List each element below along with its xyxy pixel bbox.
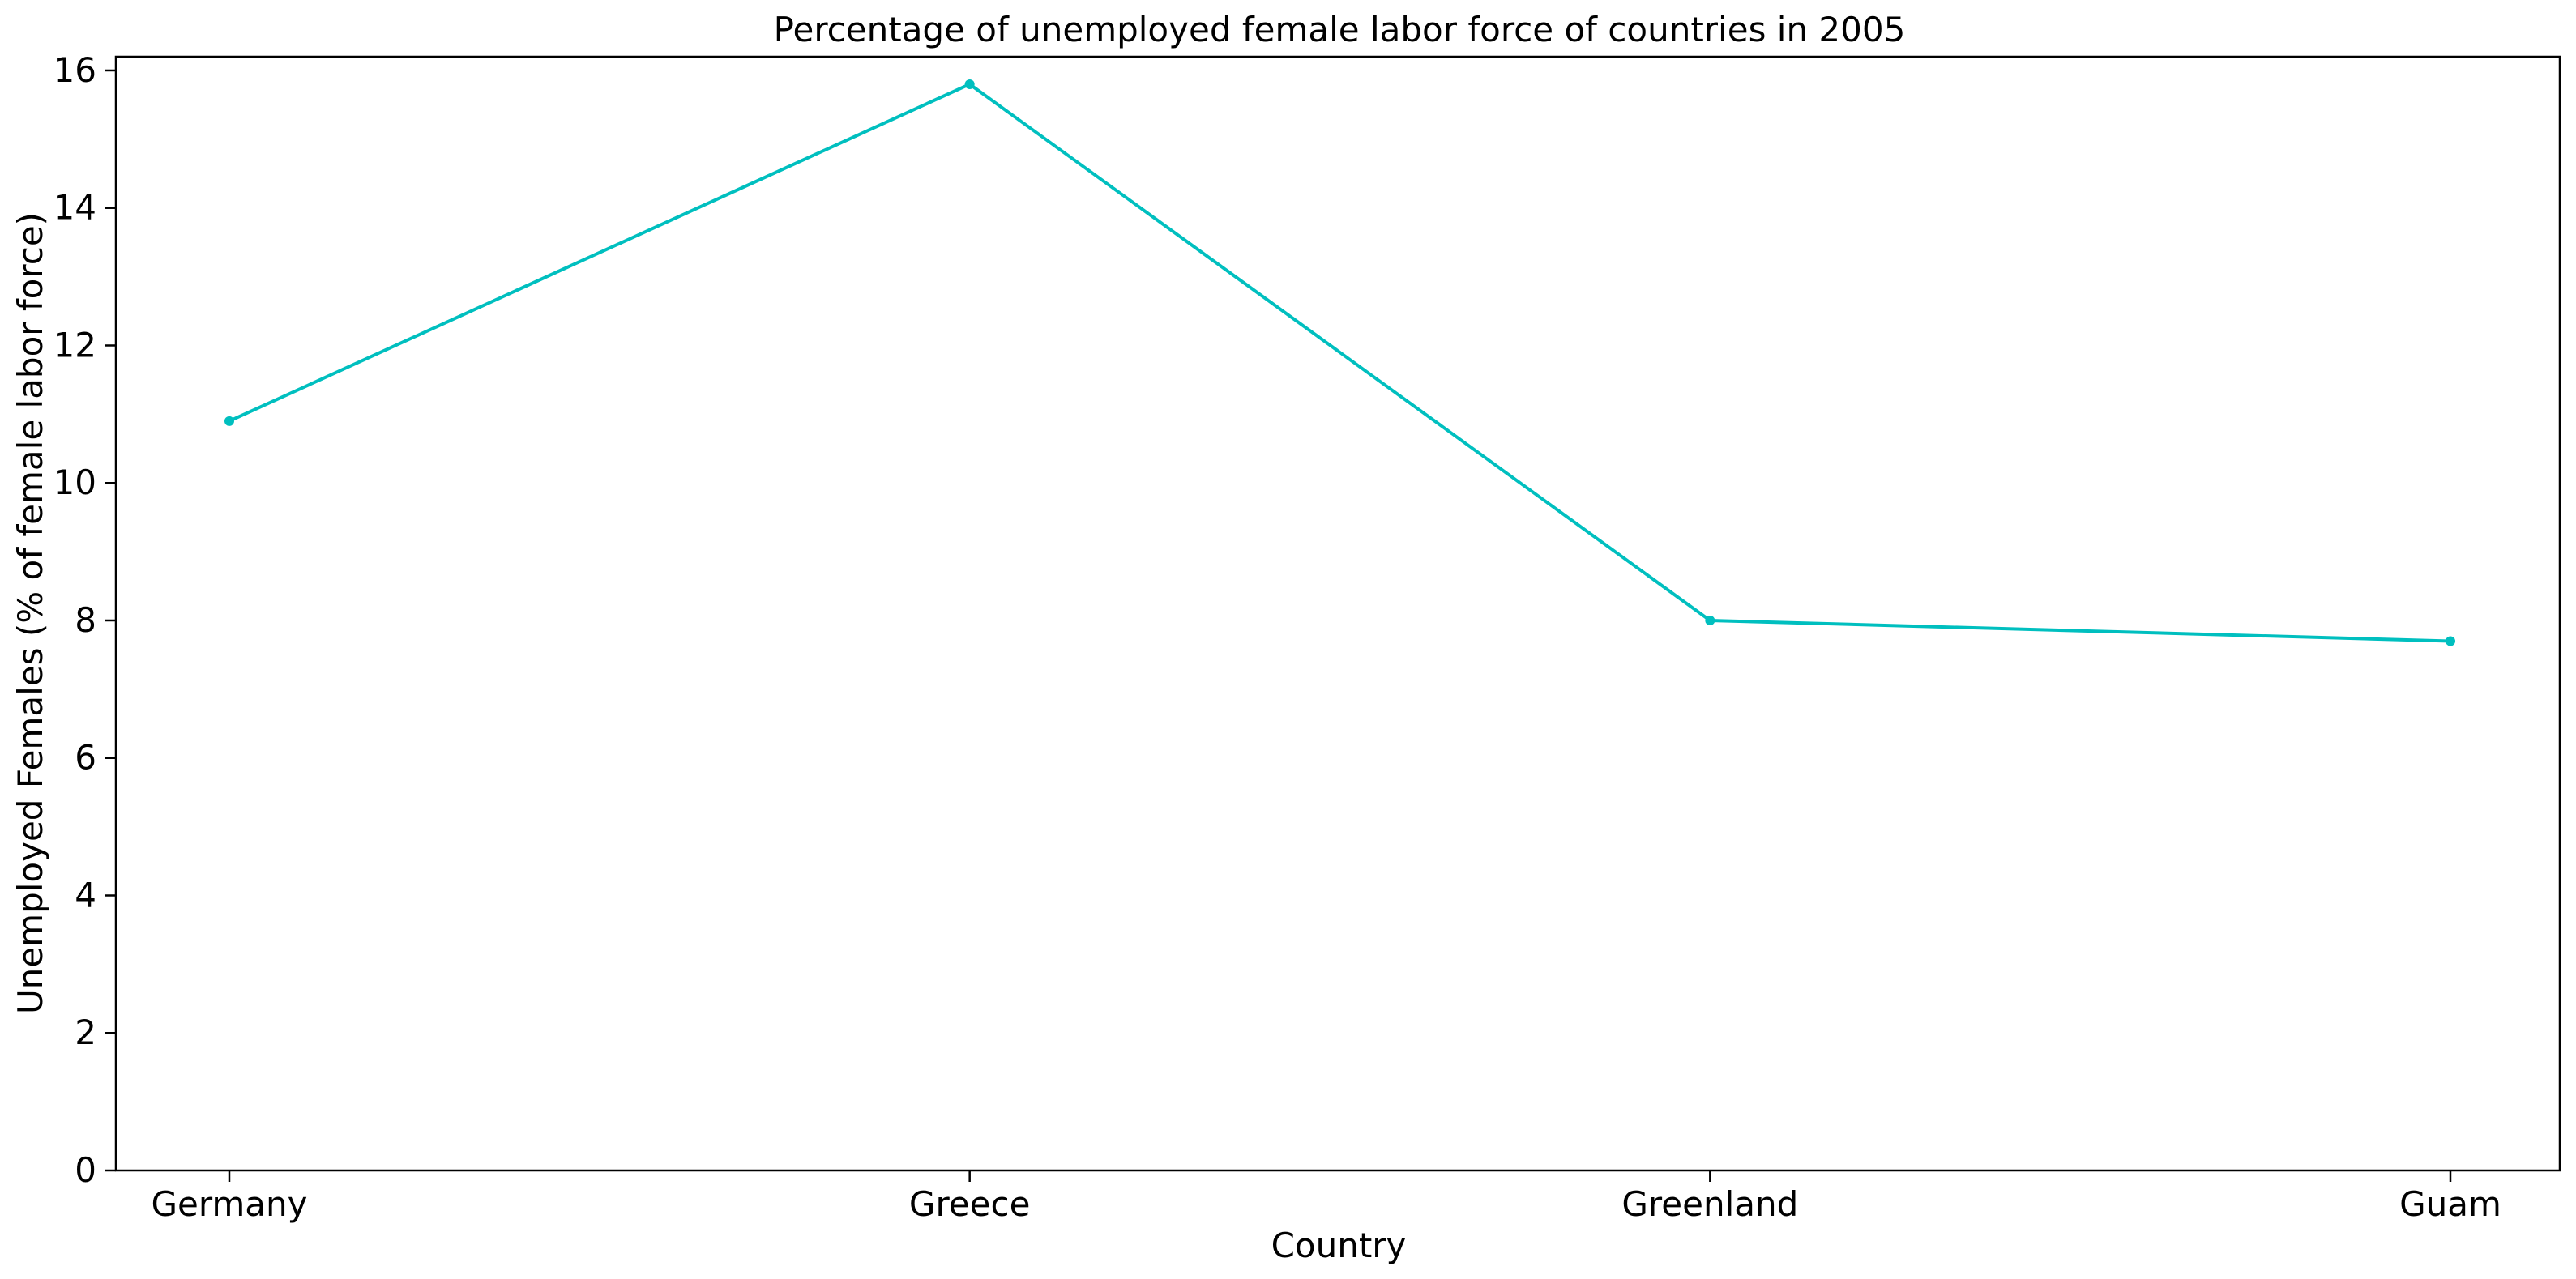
y-tick-label: 6: [75, 738, 96, 778]
series-line: [229, 84, 2450, 642]
plot-area-frame: [116, 57, 2560, 1170]
y-tick-label: 4: [75, 875, 96, 914]
y-tick-label: 16: [53, 50, 96, 90]
x-tick-label: Germany: [151, 1184, 307, 1224]
y-tick-label: 0: [75, 1150, 96, 1190]
y-axis-ticks: 0 2 4 6 8 10 12 14 16: [53, 50, 116, 1190]
x-tick-label: Greece: [909, 1184, 1031, 1224]
x-tick-label: Guam: [2399, 1184, 2501, 1224]
y-tick-label: 2: [75, 1013, 96, 1052]
x-axis-label: Country: [1271, 1226, 1407, 1265]
chart-title: Percentage of unemployed female labor fo…: [774, 10, 1906, 49]
data-point: [965, 79, 975, 89]
x-axis-ticks: Germany Greece Greenland Guam: [151, 1170, 2501, 1224]
data-point: [2446, 636, 2455, 646]
x-tick-label: Greenland: [1621, 1184, 1798, 1224]
data-point: [1705, 616, 1715, 625]
y-tick-label: 10: [53, 463, 96, 502]
y-tick-label: 8: [75, 600, 96, 640]
series-markers: [224, 79, 2455, 646]
y-axis-label: Unemployed Females (% of female labor fo…: [11, 212, 50, 1014]
data-point: [224, 416, 234, 426]
y-tick-label: 12: [53, 325, 96, 365]
y-tick-label: 14: [53, 188, 96, 228]
